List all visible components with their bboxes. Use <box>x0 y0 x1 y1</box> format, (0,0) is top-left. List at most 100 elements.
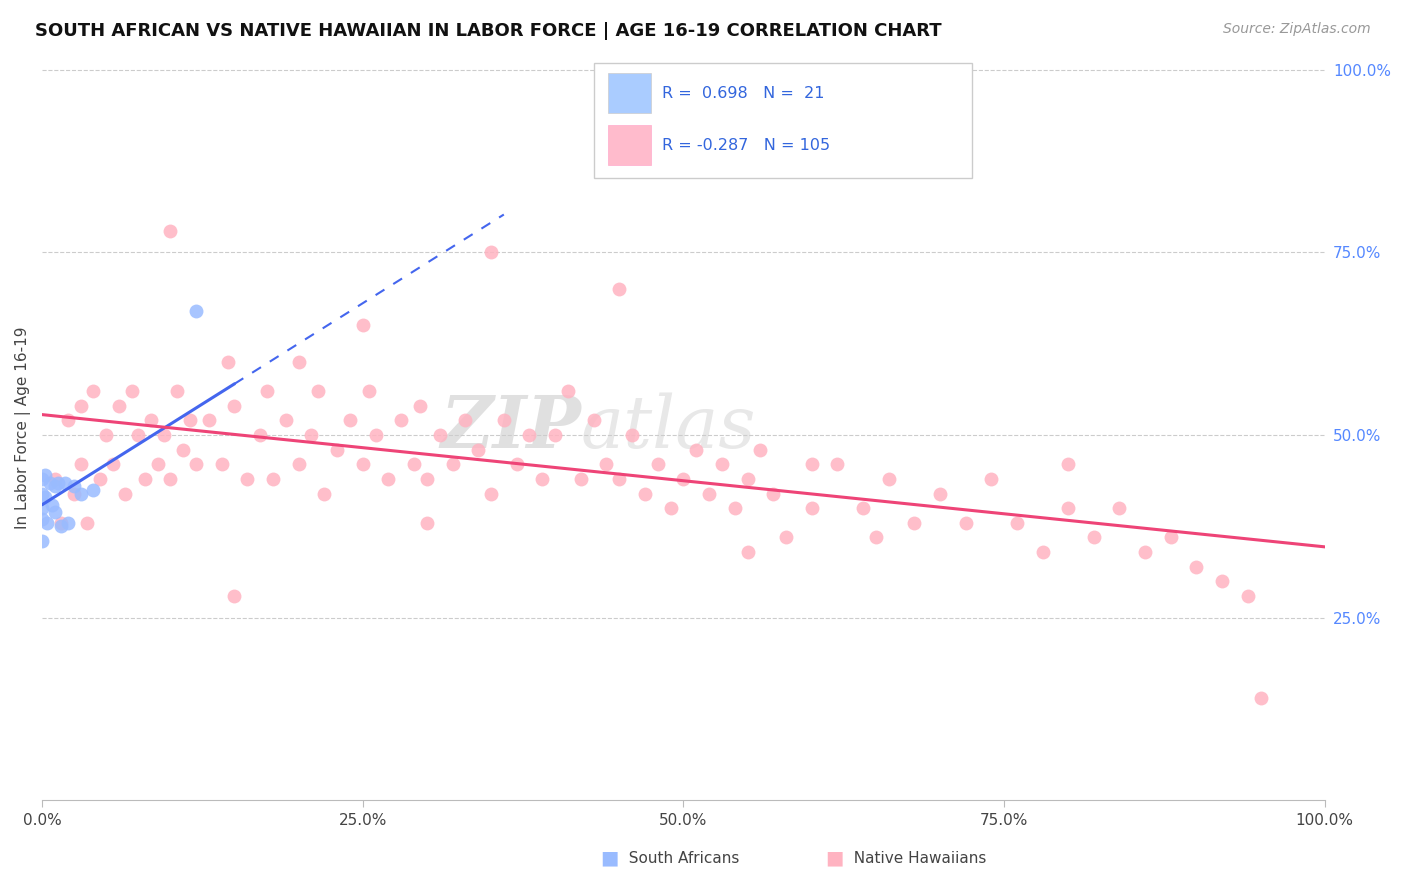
Point <box>41 498 63 512</box>
Text: atlas: atlas <box>581 392 756 463</box>
Point <box>1160 530 1182 544</box>
Point <box>108 399 131 413</box>
Point <box>544 428 567 442</box>
Point <box>38 475 60 490</box>
Point <box>37 516 59 530</box>
Point <box>409 399 432 413</box>
Point <box>1236 589 1258 603</box>
Point <box>389 413 412 427</box>
Point <box>56 413 79 427</box>
Point <box>749 442 772 457</box>
Point <box>34 468 56 483</box>
Point <box>441 458 464 472</box>
Point <box>672 114 695 128</box>
Point <box>928 486 950 500</box>
Point <box>127 428 149 442</box>
Point <box>69 458 91 472</box>
Point <box>672 472 695 486</box>
Point <box>184 304 207 318</box>
Point <box>377 472 399 486</box>
Text: ■: ■ <box>825 848 844 868</box>
FancyBboxPatch shape <box>607 126 651 165</box>
Point <box>737 545 759 559</box>
Text: Native Hawaiians: Native Hawaiians <box>844 851 986 865</box>
Text: R = -0.287   N = 105: R = -0.287 N = 105 <box>662 137 830 153</box>
Point <box>89 472 111 486</box>
Point <box>1108 501 1130 516</box>
Text: SOUTH AFRICAN VS NATIVE HAWAIIAN IN LABOR FORCE | AGE 16-19 CORRELATION CHART: SOUTH AFRICAN VS NATIVE HAWAIIAN IN LABO… <box>35 22 942 40</box>
Point <box>492 413 515 427</box>
Point <box>31 472 53 486</box>
Point <box>800 458 823 472</box>
Point <box>256 384 278 399</box>
Point <box>44 479 66 493</box>
Point <box>352 458 374 472</box>
Point <box>159 472 181 486</box>
Point <box>505 458 527 472</box>
Point <box>121 384 143 399</box>
Point <box>134 472 156 486</box>
Point <box>903 516 925 530</box>
Point <box>1031 545 1053 559</box>
Point <box>184 458 207 472</box>
Point <box>31 501 53 516</box>
Point <box>274 413 297 427</box>
Point <box>34 490 56 504</box>
Point <box>359 384 381 399</box>
Point <box>166 384 188 399</box>
Point <box>1057 501 1080 516</box>
Point <box>287 458 309 472</box>
Point <box>69 486 91 500</box>
Text: Source: ZipAtlas.com: Source: ZipAtlas.com <box>1223 22 1371 37</box>
Point <box>659 501 682 516</box>
Point <box>114 486 136 500</box>
FancyBboxPatch shape <box>593 62 972 178</box>
Point <box>1211 574 1233 589</box>
Point <box>46 475 69 490</box>
Point <box>44 472 66 486</box>
Point <box>82 483 104 497</box>
Point <box>775 530 797 544</box>
Point <box>737 472 759 486</box>
Point <box>647 458 669 472</box>
Point <box>724 501 747 516</box>
Point <box>326 442 349 457</box>
Point <box>262 472 284 486</box>
Point <box>454 413 477 427</box>
Point <box>44 505 66 519</box>
Point <box>557 384 579 399</box>
Point <box>569 472 592 486</box>
Point <box>153 428 176 442</box>
Text: ZIP: ZIP <box>440 392 581 463</box>
Point <box>827 458 849 472</box>
Point <box>402 458 425 472</box>
Point <box>96 428 118 442</box>
Point <box>685 442 707 457</box>
Point <box>955 516 977 530</box>
Point <box>980 472 1002 486</box>
Point <box>697 486 720 500</box>
Point <box>877 472 900 486</box>
Point <box>31 534 53 549</box>
Point <box>146 458 169 472</box>
Point <box>416 472 439 486</box>
Point <box>1083 530 1105 544</box>
Point <box>236 472 259 486</box>
Point <box>301 428 323 442</box>
Point <box>31 486 53 500</box>
Point <box>429 428 451 442</box>
Point <box>1057 458 1080 472</box>
Point <box>865 530 887 544</box>
Point <box>479 486 502 500</box>
Point <box>69 399 91 413</box>
Point <box>416 516 439 530</box>
Point <box>531 472 554 486</box>
Point <box>53 475 76 490</box>
Point <box>595 458 617 472</box>
Point <box>159 223 181 237</box>
Point <box>179 413 201 427</box>
Point <box>249 428 271 442</box>
Point <box>287 355 309 369</box>
Point <box>307 384 329 399</box>
Point <box>56 516 79 530</box>
